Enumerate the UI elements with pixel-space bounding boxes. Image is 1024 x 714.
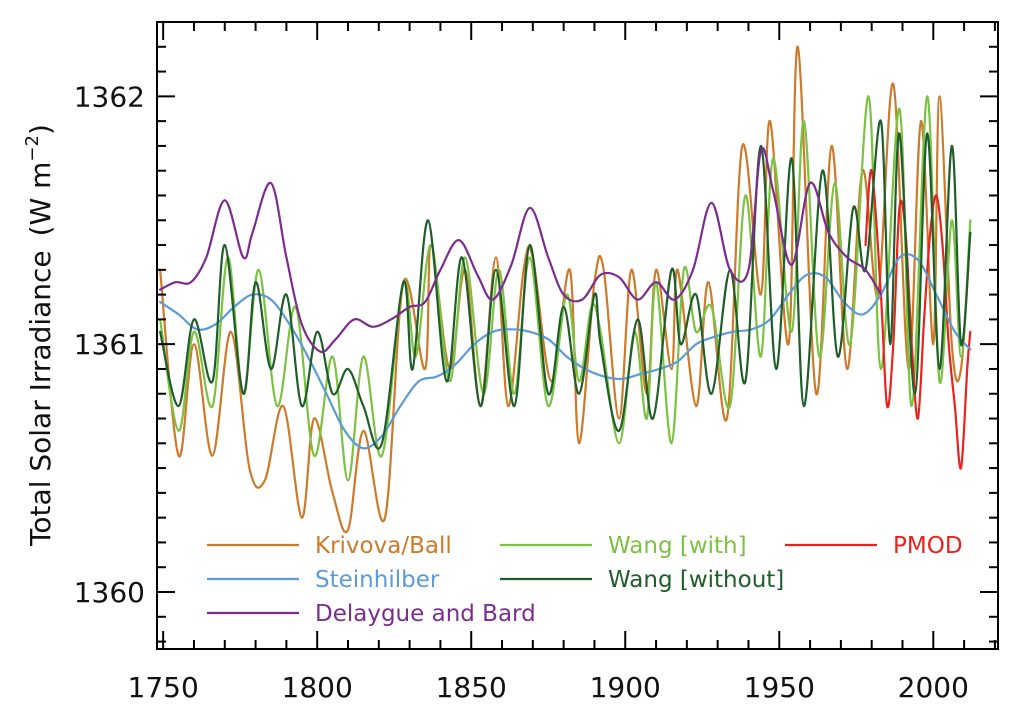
legend-label: Delaygue and Bard (315, 601, 536, 627)
y-axis-label-text: Total Solar Irradiance (24, 250, 57, 547)
legend-item-pmod: PMOD (785, 533, 963, 559)
legend-label: Wang [without] (608, 567, 784, 593)
legend-item-steinhilber: Steinhilber (207, 567, 440, 593)
legend-item-wang-with: Wang [with] (500, 533, 747, 559)
x-tick-labels: 1750 1800 1850 1900 1950 2000 (128, 671, 969, 704)
legend-label: PMOD (893, 533, 963, 559)
legend-label: Krivova/Ball (315, 533, 452, 559)
y-axis-unit: (W m (24, 162, 57, 237)
y-axis-label: Total Solar Irradiance (W m−2) (22, 124, 57, 547)
legend: Krivova/Ball Wang [with] PMOD Steinhilber Wa… (207, 533, 963, 627)
x-tick-label: 1800 (282, 671, 353, 704)
legend-label: Wang [with] (608, 533, 747, 559)
x-tick-label: 1900 (590, 671, 661, 704)
svg-text:Total Solar Irradiance(W m−2): Total Solar Irradiance (W m−2) (22, 124, 57, 547)
y-axis-unit-close: ) (24, 124, 57, 135)
y-tick-label: 1360 (74, 576, 145, 609)
tsi-chart: 1750 1800 1850 1900 1950 2000 1360 1361 1362 Kr… (0, 0, 1024, 714)
y-tick-labels: 1360 1361 1362 (74, 80, 145, 609)
x-tick-label: 1750 (128, 671, 199, 704)
legend-item-wang-without: Wang [without] (500, 567, 784, 593)
legend-item-krivova-ball: Krivova/Ball (207, 533, 452, 559)
y-axis-unit-exponent: −2 (22, 135, 43, 162)
y-tick-label: 1362 (74, 80, 145, 113)
x-tick-label: 2000 (898, 671, 969, 704)
y-tick-label: 1361 (74, 328, 145, 361)
legend-item-delaygue-and-bard: Delaygue and Bard (207, 601, 536, 627)
x-tick-label: 1850 (436, 671, 507, 704)
series-line-krivova-ball (160, 47, 970, 533)
legend-label: Steinhilber (315, 567, 440, 593)
x-tick-label: 1950 (744, 671, 815, 704)
series-layer (160, 47, 970, 533)
